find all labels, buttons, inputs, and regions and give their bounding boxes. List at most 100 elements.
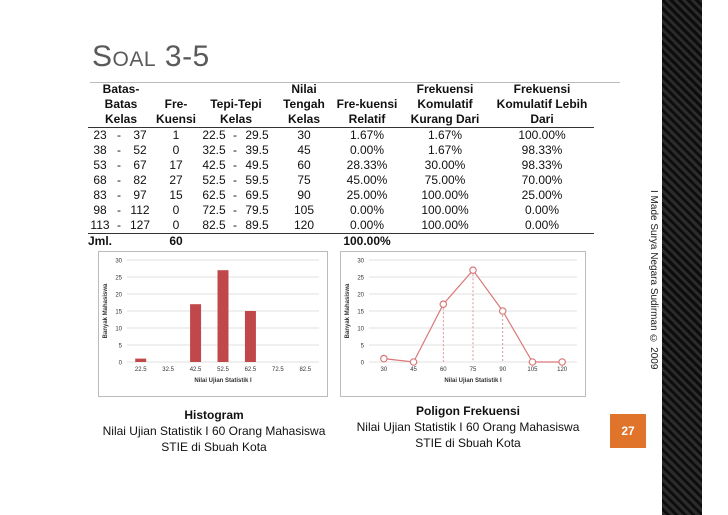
decorative-stripe <box>662 0 702 515</box>
cell-hi: 52 <box>133 143 147 157</box>
cell-kd: 100.00% <box>421 203 469 217</box>
polygon-x-tick: 45 <box>410 367 417 373</box>
polygon-x-label: Nilai Ujian Statistik I <box>444 378 502 384</box>
polygon-frame: 0 5 10 15 20 25 30 Banyak Mahasiswa Nilai Ujian … <box>340 251 586 397</box>
cell-ld: 0.00% <box>524 218 560 232</box>
table-row: 23-37 1 22.5-29.5 30 1.67% 1.67% 100.00% <box>88 128 594 144</box>
range-dash: - <box>117 143 121 157</box>
cell-hi: 112 <box>130 203 150 217</box>
cell-thi: 39.5 <box>245 143 269 157</box>
cell-tlo: 52.5 <box>202 173 226 187</box>
footer-total-frequency: 60 <box>154 233 198 249</box>
polygon-point <box>498 307 507 315</box>
cell-rel: 0.00% <box>349 203 385 217</box>
cell-lo: 98 <box>93 203 107 217</box>
slide-title: SOAL 3-5 <box>92 40 210 73</box>
histogram-caption-title: Histogram <box>184 408 244 422</box>
frequency-table: Batas-Batas Kelas Fre-Kuensi Tepi-Tepi K… <box>88 82 594 249</box>
range-dash: - <box>233 203 237 217</box>
cell-mid: 105 <box>293 203 315 217</box>
histogram-y-tick: 0 <box>119 361 123 367</box>
histogram-y-label: Banyak Mahasiswa <box>103 283 109 338</box>
table-footer-row: Jml. 60 100.00% <box>88 233 594 249</box>
range-dash: - <box>117 203 121 217</box>
cell-lo: 53 <box>93 158 107 172</box>
polygon-caption-line2: STIE di Sbuah Kota <box>415 436 521 450</box>
polygon-x-tick: 75 <box>470 367 477 373</box>
cell-ld: 70.00% <box>521 173 563 187</box>
table-row: 38-52 0 32.5-39.5 45 0.00% 1.67% 98.33% <box>88 143 594 158</box>
cell-thi: 59.5 <box>245 173 269 187</box>
header-batas-kelas: Batas-Batas Kelas <box>88 82 154 128</box>
cell-thi: 89.5 <box>245 218 269 232</box>
histogram-y-tick: 15 <box>115 310 122 316</box>
cell-ld: 0.00% <box>524 203 560 217</box>
header-komulatif-kurang: Frekuensi Komulatif Kurang Dari <box>400 82 490 128</box>
polygon-point <box>558 358 566 366</box>
cell-mid: 75 <box>297 173 311 187</box>
range-dash: - <box>117 188 121 202</box>
cell-tlo: 62.5 <box>202 188 226 202</box>
polygon-y-tick: 5 <box>361 344 365 350</box>
footer-spacer <box>198 233 334 249</box>
table-row: 98-112 0 72.5-79.5 105 0.00% 100.00% 0.00% <box>88 203 594 218</box>
histogram-x-label: Nilai Ujian Statistik I <box>194 378 252 384</box>
cell-lo: 38 <box>93 143 107 157</box>
polygon-y-tick: 30 <box>357 259 364 265</box>
histogram-caption-line2: STIE di Sbuah Kota <box>161 440 267 454</box>
author-credit: I Made Surya Negara Sudirman © 2009 <box>648 190 659 370</box>
cell-rel: 0.00% <box>349 218 385 232</box>
cell-thi: 29.5 <box>245 128 269 142</box>
cell-thi: 69.5 <box>245 188 269 202</box>
range-dash: - <box>233 173 237 187</box>
histogram-chart: 0 5 10 15 20 25 30 Banyak Mahasiswa Nilai Ujian … <box>103 259 319 384</box>
cell-mid: 120 <box>293 218 315 232</box>
polygon-y-label: Banyak Mahasiswa <box>345 283 351 338</box>
histogram-bar <box>135 358 147 362</box>
footer-spacer-2 <box>400 233 594 249</box>
cell-mid: 90 <box>297 188 311 202</box>
frequency-polygon-chart: 0 5 10 15 20 25 30 Banyak Mahasiswa Nilai Ujian … <box>345 259 577 384</box>
cell-mid: 30 <box>297 128 311 142</box>
cell-hi: 67 <box>133 158 147 172</box>
cell-hi: 82 <box>133 173 147 187</box>
histogram-x-tick: 72.5 <box>272 367 284 373</box>
histogram-y-tick: 25 <box>115 276 122 282</box>
polygon-y-tick: 25 <box>357 276 364 282</box>
polygon-y-tick: 15 <box>357 310 364 316</box>
range-dash: - <box>117 158 121 172</box>
cell-f: 0 <box>172 143 180 157</box>
polygon-x-tick: 30 <box>381 367 388 373</box>
polygon-point <box>409 358 418 366</box>
cell-lo: 113 <box>90 218 110 232</box>
cell-f: 0 <box>172 218 180 232</box>
polygon-caption-title: Poligon Frekuensi <box>415 404 520 418</box>
polygon-x-tick: 60 <box>440 367 447 373</box>
histogram-frame: 0 5 10 15 20 25 30 Banyak Mahasiswa Nilai Ujian … <box>98 251 328 397</box>
cell-kd: 30.00% <box>424 158 466 172</box>
cell-tlo: 32.5 <box>202 143 226 157</box>
table-row: 113-127 0 82.5-89.5 120 0.00% 100.00% 0.00% <box>88 218 594 234</box>
table-row: 68-82 27 52.5-59.5 75 45.00% 75.00% 70.00% <box>88 173 594 188</box>
cell-tlo: 22.5 <box>202 128 226 142</box>
cell-kd: 1.67% <box>427 128 463 142</box>
histogram-bar <box>217 270 229 362</box>
cell-lo: 23 <box>93 128 107 142</box>
cell-lo: 68 <box>93 173 107 187</box>
cell-rel: 25.00% <box>346 188 388 202</box>
table-body: 23-37 1 22.5-29.5 30 1.67% 1.67% 100.00% 38-52 0… <box>88 128 594 234</box>
header-komulatif-lebih: Frekuensi Komulatif Lebih Dari <box>490 82 594 128</box>
cell-tlo: 82.5 <box>202 218 226 232</box>
polygon-x-tick: 120 <box>557 367 568 373</box>
histogram-y-tick: 5 <box>119 344 123 350</box>
cell-ld: 100.00% <box>518 128 566 142</box>
range-dash: - <box>233 218 237 232</box>
header-nilai-tengah: Nilai Tengah Kelas <box>274 82 334 128</box>
cell-rel: 45.00% <box>346 173 388 187</box>
histogram-y-tick: 10 <box>115 327 122 333</box>
histogram-caption: Histogram Nilai Ujian Statistik I 60 Ora… <box>90 407 338 455</box>
histogram-y-tick: 30 <box>115 259 122 265</box>
polygon-y-tick: 0 <box>361 361 365 367</box>
cell-mid: 60 <box>297 158 311 172</box>
footer-label: Jml. <box>88 233 154 249</box>
